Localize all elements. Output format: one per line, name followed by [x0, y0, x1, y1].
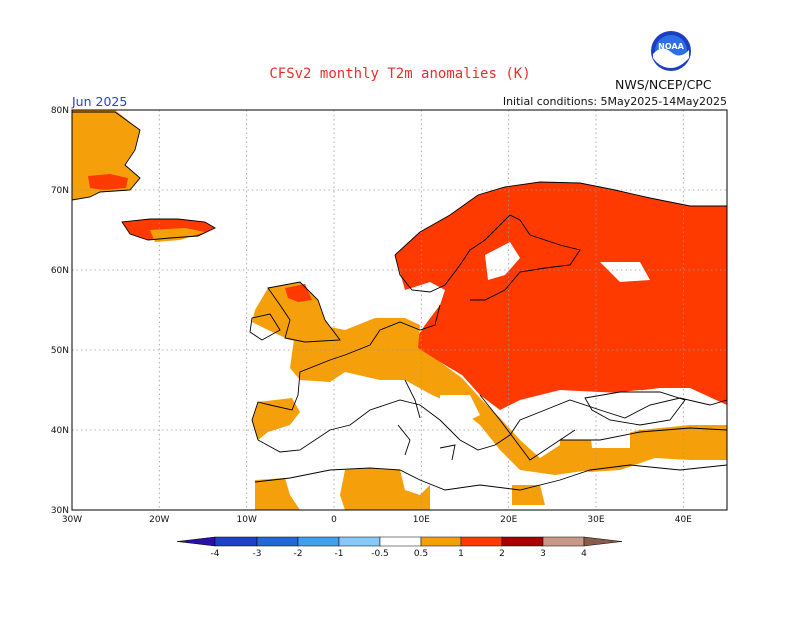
lon-label: 20E — [500, 515, 517, 525]
organization-label: NWS/NCEP/CPC — [615, 77, 712, 92]
map-title: CFSv2 monthly T2m anomalies (K) — [269, 66, 531, 82]
colorbar-label: -1 — [335, 549, 344, 559]
lon-label: 30E — [587, 515, 604, 525]
colorbar-segment — [583, 536, 623, 547]
forecast-period: Jun 2025 — [72, 94, 128, 109]
anomaly-region-greenland-strong — [88, 174, 128, 190]
anomaly-shading — [72, 110, 727, 510]
colorbar-segment — [542, 536, 585, 547]
latitude-labels: 80N 70N 60N 50N 40N 30N — [51, 106, 69, 516]
lon-label: 10W — [237, 515, 257, 525]
anomaly-region-morocco — [255, 478, 300, 510]
lat-label: 80N — [51, 106, 69, 116]
colorbar-labels: -4 -3 -2 -1 -0.5 0.5 1 2 3 4 — [211, 549, 588, 559]
lat-label: 60N — [51, 266, 69, 276]
colorbar-label: -0.5 — [371, 549, 389, 559]
colorbar-segment — [214, 536, 258, 547]
lon-label: 20W — [149, 515, 169, 525]
colorbar-segment — [338, 536, 381, 547]
colorbar-segment — [460, 536, 503, 547]
colorbar-label: -2 — [294, 549, 303, 559]
colorbar-label: -4 — [211, 549, 220, 559]
anomaly-region-north-europe — [395, 182, 727, 410]
anomaly-gap-alps — [440, 395, 480, 425]
anomaly-gap-black-sea — [585, 390, 665, 425]
lat-label: 30N — [51, 506, 69, 516]
colorbar-segment — [297, 536, 340, 547]
graticule — [72, 110, 727, 510]
map-frame — [71, 109, 728, 511]
noaa-logo-icon: NOAA — [651, 31, 691, 71]
longitude-labels: 30W 20W 10W 0 10E 20E 30E 40E — [62, 515, 692, 525]
svg-text:NOAA: NOAA — [658, 42, 684, 51]
colorbar-label: -3 — [253, 549, 262, 559]
initial-conditions: Initial conditions: 5May2025-14May2025 — [502, 95, 727, 108]
anomaly-gap-russia — [600, 262, 650, 282]
lon-label: 30W — [62, 515, 82, 525]
lat-label: 40N — [51, 426, 69, 436]
coastlines — [72, 111, 727, 491]
anomaly-region-scotland-strong — [285, 284, 312, 302]
lon-label: 40E — [675, 515, 692, 525]
lat-label: 50N — [51, 346, 69, 356]
lon-label: 0 — [331, 515, 337, 525]
lon-label: 10E — [413, 515, 430, 525]
anomaly-region-iberia — [252, 398, 300, 440]
anomaly-region-anatolia — [560, 425, 727, 472]
colorbar-segment — [420, 536, 462, 547]
colorbar — [176, 536, 623, 547]
colorbar-label: 0.5 — [414, 549, 428, 559]
colorbar-label: 3 — [540, 549, 546, 559]
colorbar-label: 2 — [499, 549, 505, 559]
colorbar-segment — [256, 536, 299, 547]
colorbar-segment — [501, 536, 544, 547]
lat-label: 70N — [51, 186, 69, 196]
colorbar-segment — [176, 536, 216, 547]
colorbar-segment — [379, 536, 422, 547]
colorbar-label: 4 — [581, 549, 587, 559]
colorbar-label: 1 — [458, 549, 464, 559]
anomaly-gap-sweden — [485, 242, 520, 280]
anomaly-region-north-africa — [340, 468, 430, 510]
anomaly-region-british-isles — [252, 282, 340, 345]
